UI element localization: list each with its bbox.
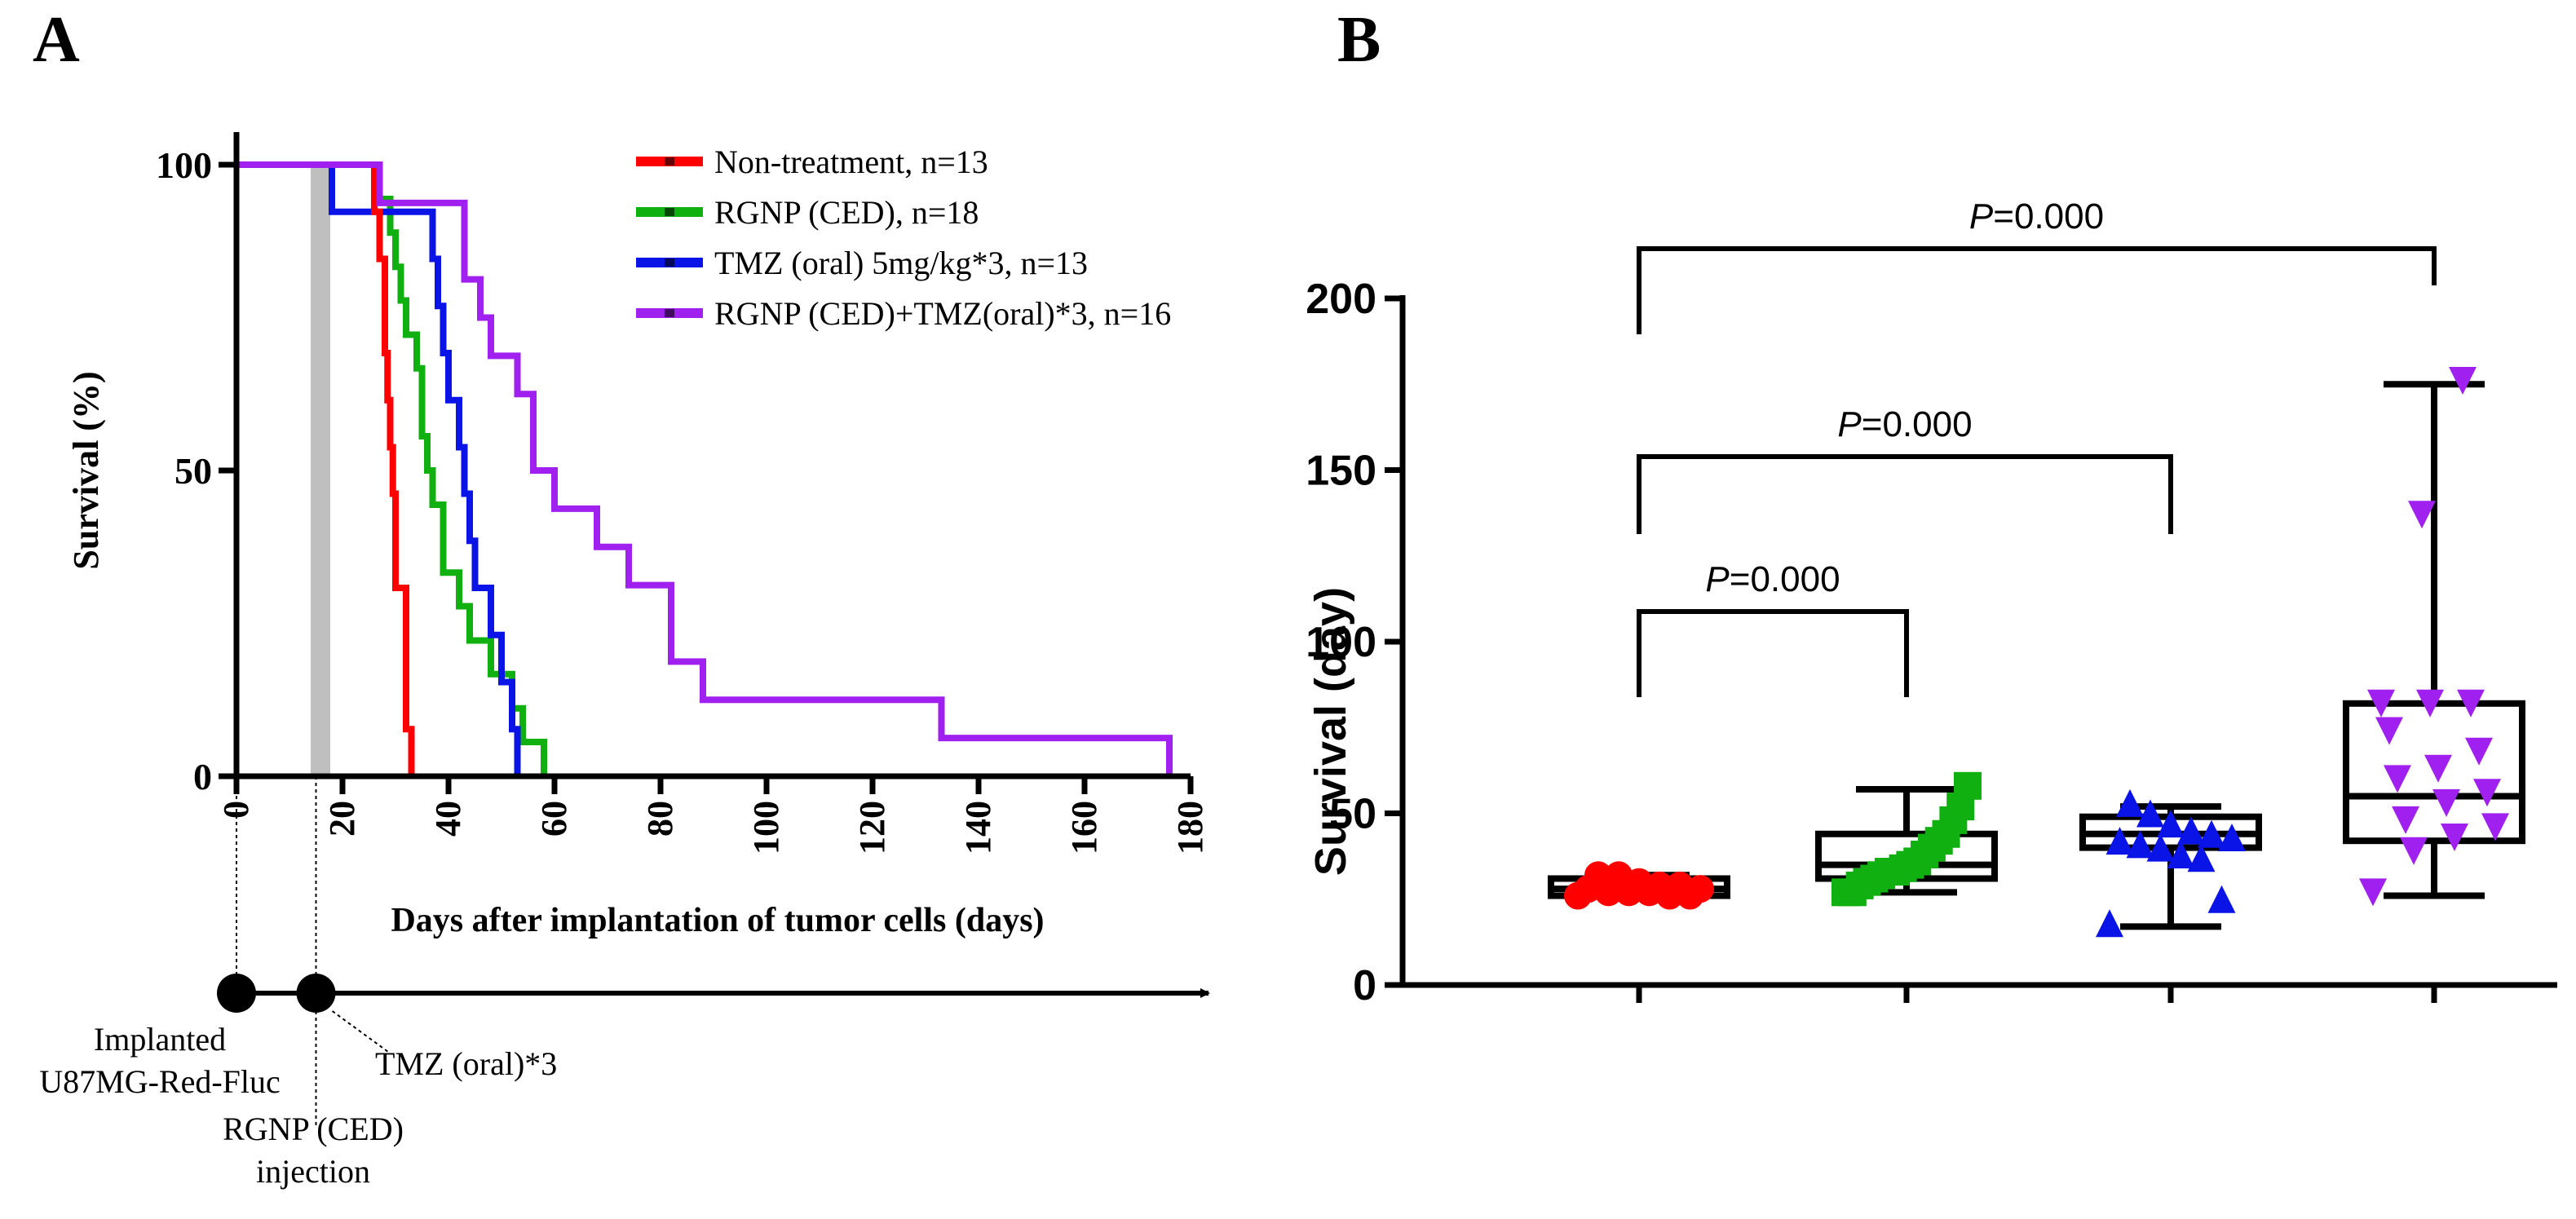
p-italic: P <box>1969 197 1994 236</box>
x-tick-label: 80 <box>640 801 680 837</box>
point-group-0 <box>1646 871 1673 899</box>
panel-a-y-axis-label: Survival (%) <box>66 371 106 569</box>
legend-marker-0 <box>665 157 674 166</box>
point-group-3 <box>2481 813 2509 841</box>
point-group-2 <box>2105 827 2134 855</box>
p-value-label-2: P=0.000 <box>1705 559 1840 599</box>
label-tmz-line-0: TMZ (oral)*3 <box>375 1045 557 1082</box>
panel-b-axes: 0 50 100 150 200 <box>1306 276 2557 1009</box>
legend-label-2: TMZ (oral) 5mg/kg*3, n=13 <box>714 245 1088 281</box>
point-group-0 <box>1584 861 1612 890</box>
treatment-timeline: Implanted U87MG-Red-Fluc RGNP (CED) injecti… <box>39 776 1210 1190</box>
p-value-label-0: P=0.000 <box>1969 197 2104 236</box>
label-injection-line-0: RGNP (CED) <box>223 1111 404 1147</box>
point-group-0 <box>1605 861 1633 890</box>
x-tick-label: 60 <box>534 801 574 837</box>
point-group-3 <box>2465 737 2493 766</box>
point-group-3 <box>2457 689 2485 718</box>
panel-a-legend: Non-treatment, n=13 RGNP (CED), n=18 TMZ (… <box>636 144 1171 332</box>
point-group-3 <box>2392 806 2419 834</box>
panel-b-y-axis-label: Survival (day) <box>1306 587 1355 876</box>
label-implant-line-0: Implanted <box>94 1021 226 1058</box>
point-group-0 <box>1686 875 1714 903</box>
point-group-2 <box>2157 810 2185 838</box>
point-group-2 <box>2136 799 2164 828</box>
treatment-band <box>311 165 330 776</box>
point-group-3 <box>2384 765 2411 793</box>
b-y-tick-label: 200 <box>1306 276 1376 323</box>
x-tick-label: 160 <box>1064 801 1104 855</box>
p-italic: P <box>1705 559 1730 599</box>
point-group-3 <box>2400 837 2428 865</box>
point-group-2 <box>2218 823 2246 851</box>
y-tick-label: 0 <box>193 756 212 797</box>
b-y-tick-label: 100 <box>1306 619 1376 666</box>
p-value: =0.000 <box>1730 559 1840 599</box>
point-group-3 <box>2432 788 2460 817</box>
x-tick-label: 180 <box>1170 801 1210 855</box>
survival-curve-1 <box>236 161 547 776</box>
point-group-3 <box>2441 823 2468 851</box>
legend-marker-3 <box>665 309 674 317</box>
point-group-3 <box>2424 754 2452 783</box>
survival-curve-3 <box>236 161 1173 776</box>
legend-marker-1 <box>665 208 674 216</box>
panel-a-label: A <box>33 4 80 76</box>
legend-label-3: RGNP (CED)+TMZ(oral)*3, n=16 <box>714 295 1171 332</box>
point-group-2 <box>2116 788 2144 817</box>
point-group-0 <box>1666 871 1694 899</box>
p-italic: P <box>1837 404 1862 444</box>
point-group-3 <box>2359 878 2387 907</box>
point-group-1 <box>1954 771 1982 800</box>
point-group-2 <box>2198 819 2225 848</box>
b-y-tick-label: 150 <box>1306 448 1376 495</box>
point-group-3 <box>2473 779 2501 807</box>
treatment-day-shading <box>311 165 330 776</box>
panel-a-axes: 050100020406080100120140160180 <box>156 132 1210 855</box>
x-tick-label: 100 <box>746 801 786 855</box>
b-y-tick-label: 0 <box>1353 962 1376 1009</box>
p-value-label-1: P=0.000 <box>1837 404 1972 444</box>
point-group-3 <box>2408 501 2436 529</box>
y-tick-label: 100 <box>156 144 212 186</box>
leader-tmz <box>331 1010 389 1053</box>
legend-label-0: Non-treatment, n=13 <box>714 144 988 180</box>
survival-points <box>1564 367 2509 938</box>
point-group-2 <box>2096 909 2123 938</box>
label-implant-line-1: U87MG-Red-Fluc <box>39 1063 281 1100</box>
survival-curve-2 <box>236 161 521 776</box>
bracket-2 <box>1637 609 1909 697</box>
box-plots <box>1548 381 2525 930</box>
bracket-0 <box>1637 246 2437 334</box>
label-injection-line-1: injection <box>256 1153 370 1190</box>
x-tick-label: 40 <box>428 801 468 837</box>
legend-marker-2 <box>665 258 674 267</box>
x-tick-label: 120 <box>852 801 892 855</box>
legend-label-1: RGNP (CED), n=18 <box>714 194 979 231</box>
b-y-tick-label: 50 <box>1329 791 1376 838</box>
point-group-3 <box>2416 689 2444 718</box>
x-tick-label: 140 <box>958 801 998 855</box>
point-group-3 <box>2375 717 2403 745</box>
survival-curves <box>236 161 1173 776</box>
bracket-1 <box>1637 454 2173 534</box>
panel-a-x-axis-label: Days after implantation of tumor cells (… <box>391 902 1044 939</box>
p-value: =0.000 <box>1993 197 2104 236</box>
point-group-2 <box>2146 833 2175 862</box>
panel-b-label: B <box>1337 4 1381 76</box>
survival-curve-0 <box>236 161 415 776</box>
point-group-2 <box>2207 885 2236 913</box>
x-tick-label: 20 <box>322 801 362 837</box>
p-value: =0.000 <box>1862 404 1973 444</box>
point-group-3 <box>2367 689 2395 718</box>
point-group-2 <box>2187 844 2216 872</box>
point-group-2 <box>2126 830 2154 859</box>
y-tick-label: 50 <box>175 450 212 492</box>
point-group-3 <box>2449 367 2477 395</box>
point-group-2 <box>2177 816 2205 845</box>
